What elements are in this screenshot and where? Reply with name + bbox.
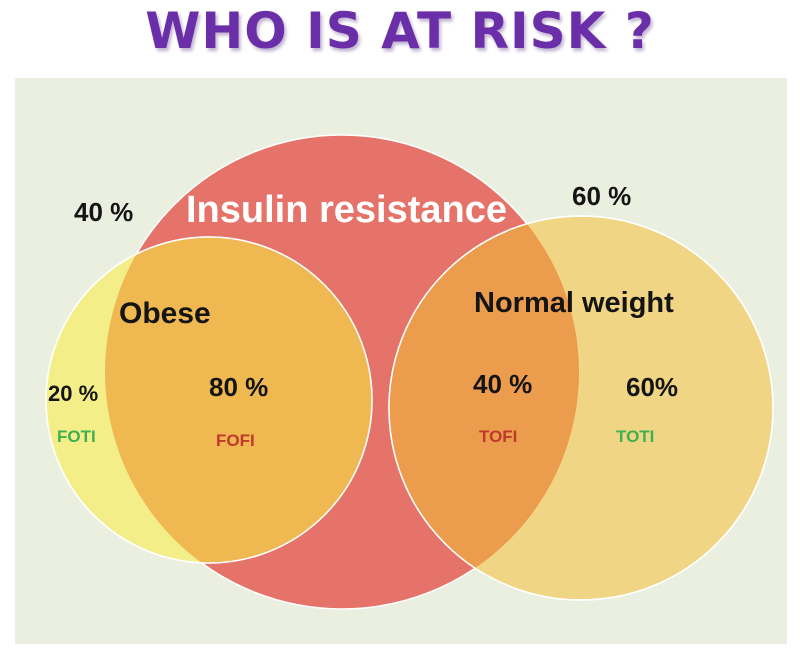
fofi-percent: 80 % bbox=[209, 372, 269, 402]
toti-percent: 60% bbox=[626, 372, 679, 402]
tofi-code: TOFI bbox=[479, 427, 518, 446]
toti-code: TOTI bbox=[616, 427, 655, 446]
tofi-overlap bbox=[389, 216, 579, 600]
obese-label: Obese bbox=[119, 297, 211, 330]
fofi-code: FOFI bbox=[216, 431, 255, 450]
page-title: WHO IS AT RISK ? bbox=[145, 2, 655, 60]
insulin-resistance-label: Insulin resistance bbox=[186, 189, 508, 231]
normal-weight-label: Normal weight bbox=[474, 287, 674, 319]
foti-code: FOTI bbox=[57, 427, 96, 446]
foti-percent: 20 % bbox=[48, 381, 99, 406]
venn-diagram bbox=[45, 134, 774, 610]
obese-share-value: 40 % bbox=[74, 197, 134, 227]
tofi-percent: 40 % bbox=[473, 369, 533, 399]
normal-share-value: 60 % bbox=[572, 181, 632, 211]
